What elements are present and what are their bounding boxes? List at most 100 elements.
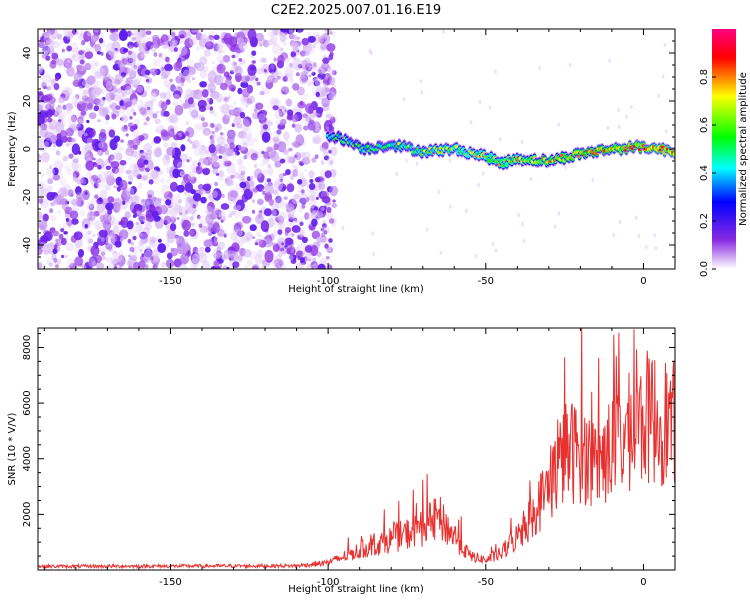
noise-cell	[140, 199, 150, 207]
colorbar-tick-label: 0.4	[699, 165, 710, 181]
noise-cell	[557, 122, 560, 127]
noise-cell	[315, 196, 319, 200]
noise-cell	[51, 253, 57, 261]
noise-cell	[115, 253, 123, 263]
noise-cell	[206, 97, 211, 103]
noise-cell	[188, 156, 192, 161]
noise-cell	[86, 119, 90, 124]
noise-cell	[209, 30, 215, 36]
noise-cell	[205, 149, 210, 155]
noise-cell	[135, 221, 139, 225]
noise-cell	[82, 179, 87, 185]
noise-cell	[187, 206, 197, 214]
noise-cell	[133, 261, 141, 269]
noise-cell	[243, 116, 252, 127]
noise-cell	[184, 88, 193, 100]
noise-cell	[229, 232, 238, 241]
noise-cell	[119, 229, 129, 240]
noise-cell	[315, 91, 320, 97]
noise-cell	[261, 188, 265, 192]
noise-cell	[54, 110, 58, 115]
noise-cell	[44, 121, 54, 132]
noise-cell	[286, 153, 290, 159]
noise-cell	[138, 260, 146, 269]
noise-cell	[241, 236, 247, 244]
noise-cell	[74, 247, 80, 254]
noise-cell	[62, 155, 69, 162]
noise-cell	[99, 189, 108, 199]
noise-cell	[61, 48, 65, 53]
noise-cell	[169, 78, 173, 83]
noise-cell	[664, 129, 668, 134]
noise-cell	[101, 237, 105, 242]
noise-cell	[209, 135, 214, 140]
noise-cell	[127, 50, 133, 55]
noise-cell	[71, 143, 81, 155]
noise-cell	[263, 68, 267, 73]
noise-cell	[273, 181, 280, 187]
noise-cell	[314, 177, 321, 183]
noise-cell	[105, 78, 113, 87]
noise-cell	[155, 128, 160, 133]
noise-cell	[263, 180, 273, 191]
noise-cell	[310, 211, 318, 218]
noise-cell	[279, 33, 287, 43]
noise-cell	[134, 30, 143, 40]
noise-cell	[300, 197, 307, 205]
noise-cell	[288, 203, 293, 209]
noise-cell	[159, 177, 166, 184]
noise-cell	[38, 154, 41, 160]
noise-cell	[52, 143, 57, 148]
noise-cell	[195, 46, 200, 51]
noise-cell	[47, 100, 55, 110]
noise-cell	[209, 238, 213, 242]
noise-cell	[252, 187, 258, 193]
noise-cell	[235, 239, 240, 243]
noise-cell	[308, 194, 316, 201]
noise-cell	[294, 165, 299, 170]
noise-cell	[491, 241, 495, 247]
noise-cell	[147, 194, 152, 199]
noise-cell	[184, 131, 190, 137]
spectrogram-xtick-label: -150	[159, 276, 182, 287]
noise-cell	[193, 147, 202, 157]
noise-cell	[105, 80, 113, 91]
noise-cell	[316, 240, 321, 247]
noise-cell	[110, 54, 117, 62]
noise-cell	[129, 245, 139, 256]
noise-cell	[247, 180, 255, 187]
noise-cell	[227, 200, 232, 206]
noise-cell	[235, 116, 241, 122]
noise-cell	[245, 237, 251, 243]
noise-cell	[138, 42, 147, 54]
noise-cell	[258, 152, 263, 159]
noise-cell	[311, 71, 316, 76]
noise-cell	[279, 47, 284, 52]
noise-cell	[293, 217, 298, 222]
noise-cell	[304, 256, 308, 260]
noise-cell	[258, 234, 263, 239]
noise-cell	[654, 246, 658, 251]
noise-cell	[288, 156, 296, 164]
noise-cell	[319, 235, 328, 243]
noise-cell	[202, 183, 212, 191]
colorbar-tick-label: 0.0	[699, 261, 710, 277]
snr-series-line	[38, 328, 675, 570]
noise-cell	[184, 209, 189, 215]
noise-cell	[41, 54, 46, 59]
noise-cell	[83, 31, 92, 42]
noise-cell	[121, 74, 126, 78]
noise-cell	[568, 62, 572, 68]
noise-cell	[203, 49, 211, 57]
noise-cell	[119, 237, 125, 243]
noise-cell	[247, 29, 257, 41]
noise-cell	[256, 81, 261, 86]
noise-cell	[321, 62, 330, 70]
noise-cell	[261, 169, 269, 176]
noise-cell	[299, 193, 308, 205]
noise-cell	[328, 150, 332, 154]
noise-cell	[315, 127, 321, 133]
noise-cell	[318, 35, 325, 43]
noise-cell	[321, 136, 328, 143]
